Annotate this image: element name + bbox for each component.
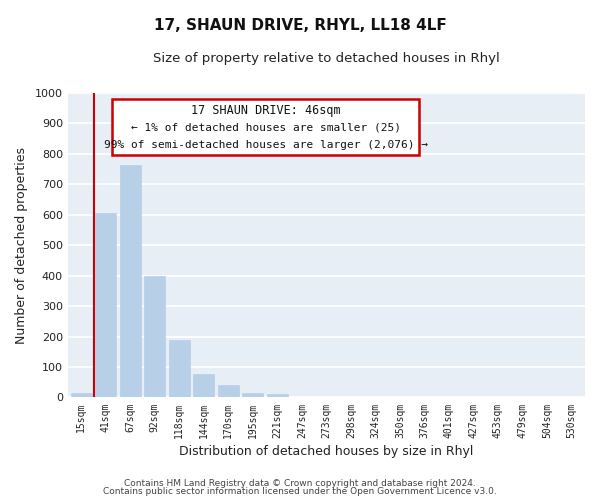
Title: Size of property relative to detached houses in Rhyl: Size of property relative to detached ho…: [153, 52, 500, 66]
Text: Contains HM Land Registry data © Crown copyright and database right 2024.: Contains HM Land Registry data © Crown c…: [124, 478, 476, 488]
Bar: [95, 214, 116, 398]
Text: 17 SHAUN DRIVE: 46sqm: 17 SHAUN DRIVE: 46sqm: [191, 104, 340, 117]
Bar: [145, 276, 165, 398]
Text: Contains public sector information licensed under the Open Government Licence v3: Contains public sector information licen…: [103, 487, 497, 496]
Bar: [169, 340, 190, 398]
Bar: [267, 394, 288, 398]
Y-axis label: Number of detached properties: Number of detached properties: [15, 147, 28, 344]
FancyBboxPatch shape: [112, 99, 419, 156]
Bar: [120, 164, 141, 398]
Bar: [193, 374, 214, 398]
Text: 17, SHAUN DRIVE, RHYL, LL18 4LF: 17, SHAUN DRIVE, RHYL, LL18 4LF: [154, 18, 446, 32]
Bar: [242, 393, 263, 398]
Text: 99% of semi-detached houses are larger (2,076) →: 99% of semi-detached houses are larger (…: [104, 140, 428, 149]
X-axis label: Distribution of detached houses by size in Rhyl: Distribution of detached houses by size …: [179, 444, 473, 458]
Bar: [218, 386, 239, 398]
Text: ← 1% of detached houses are smaller (25): ← 1% of detached houses are smaller (25): [131, 122, 401, 132]
Bar: [71, 393, 92, 398]
